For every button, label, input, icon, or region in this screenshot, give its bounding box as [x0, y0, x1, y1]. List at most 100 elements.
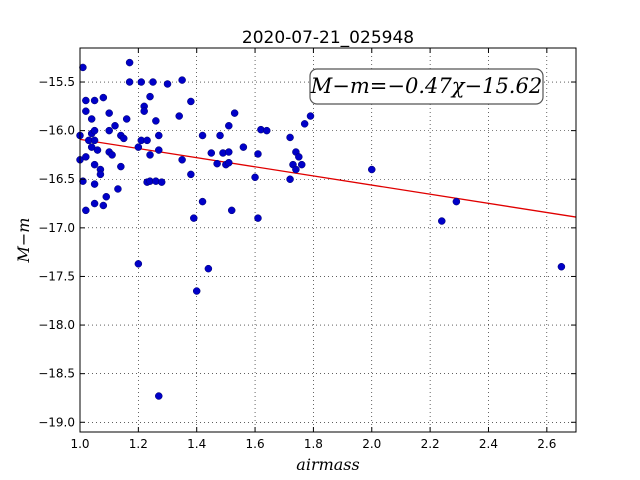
- data-point: [93, 146, 102, 154]
- data-point: [143, 136, 151, 145]
- y-tick-label: −16.0: [38, 124, 75, 138]
- fit-line: [79, 138, 577, 218]
- data-point: [96, 170, 105, 179]
- data-point: [82, 206, 90, 215]
- data-point: [207, 149, 216, 157]
- data-point: [111, 122, 119, 130]
- data-point: [251, 173, 259, 182]
- annotation-text: M−m=−0.47χ−15.62: [310, 74, 542, 98]
- data-point: [90, 126, 99, 135]
- data-point: [557, 262, 566, 271]
- data-point: [82, 153, 90, 161]
- data-point: [225, 122, 233, 130]
- data-point: [452, 197, 461, 206]
- chart-title: 2020-07-21_025948: [242, 28, 414, 48]
- data-point: [125, 58, 134, 67]
- data-point: [213, 159, 221, 168]
- data-point: [149, 78, 157, 86]
- data-point: [227, 206, 236, 215]
- x-tick-label: 2.6: [537, 437, 556, 451]
- x-tick-label: 1.4: [187, 437, 206, 451]
- data-point: [187, 170, 195, 179]
- data-point: [90, 96, 99, 105]
- data-point: [295, 153, 303, 161]
- data-point: [90, 160, 99, 169]
- data-point: [155, 392, 163, 400]
- data-point: [105, 109, 113, 117]
- data-point: [146, 151, 154, 159]
- data-point: [105, 126, 113, 135]
- x-tick-label: 1.2: [129, 437, 148, 451]
- data-point: [297, 160, 306, 169]
- data-point: [292, 165, 300, 174]
- x-tick-label: 2.2: [421, 437, 440, 451]
- data-point: [125, 78, 134, 86]
- data-point: [254, 150, 262, 158]
- data-point: [198, 197, 207, 206]
- data-point: [114, 185, 122, 193]
- data-point: [120, 134, 128, 143]
- data-point: [122, 115, 131, 123]
- data-point: [99, 93, 108, 102]
- data-point: [225, 158, 233, 167]
- data-point: [90, 180, 99, 188]
- data-point: [187, 97, 195, 106]
- y-tick-label: −18.0: [38, 318, 75, 332]
- data-point: [300, 120, 309, 128]
- y-tick-label: −19.0: [38, 415, 75, 429]
- x-tick-label: 1.6: [246, 437, 265, 451]
- x-tick-label: 1.0: [70, 437, 89, 451]
- data-point: [254, 214, 262, 222]
- data-point: [239, 143, 248, 151]
- data-point: [90, 199, 99, 208]
- data-point: [146, 92, 154, 101]
- data-point: [286, 133, 294, 142]
- x-axis-label: airmass: [296, 455, 359, 474]
- data-point: [438, 217, 446, 225]
- data-point: [155, 131, 163, 140]
- y-tick-label: −17.5: [38, 269, 75, 283]
- y-tick-label: −17.0: [38, 221, 75, 235]
- data-point: [155, 146, 163, 154]
- y-tick-label: −15.5: [38, 75, 75, 89]
- x-tick-label: 2.4: [479, 437, 498, 451]
- data-point: [90, 136, 99, 145]
- plot-area: 1.0 1.2 1.4 1.6 1.8 2.0 2.2 2.4 2.6 −15.5 −16.0 −16…: [38, 47, 577, 451]
- data-point: [216, 131, 224, 140]
- data-point: [152, 117, 160, 125]
- data-point: [108, 151, 116, 159]
- data-point: [82, 107, 90, 115]
- annotation-box: [309, 68, 544, 105]
- data-point: [178, 156, 186, 164]
- data-point: [230, 109, 239, 117]
- data-point: [157, 178, 166, 186]
- data-point: [79, 63, 87, 72]
- data-point: [82, 96, 90, 105]
- data-point: [192, 287, 201, 295]
- data-point: [99, 201, 108, 210]
- data-point: [102, 192, 111, 201]
- data-point: [225, 148, 233, 156]
- data-point: [163, 80, 172, 88]
- y-tick-label: −18.5: [38, 367, 75, 381]
- data-point: [190, 214, 198, 222]
- plot-frame: [79, 47, 577, 433]
- y-axis-label: M−m: [14, 218, 33, 264]
- data-point: [306, 112, 315, 120]
- data-point: [368, 165, 376, 174]
- x-tick-label: 1.8: [304, 437, 323, 451]
- data-point: [137, 78, 146, 86]
- data-point: [117, 162, 125, 171]
- data-point: [134, 143, 143, 151]
- data-point: [175, 112, 183, 120]
- data-point: [204, 264, 213, 273]
- data-point: [178, 76, 186, 84]
- data-point: [87, 115, 96, 123]
- data-point: [134, 260, 143, 268]
- data-point: [198, 131, 207, 140]
- y-tick-label: −16.5: [38, 172, 75, 186]
- x-tick-label: 2.0: [362, 437, 381, 451]
- data-point: [262, 126, 271, 135]
- data-point: [286, 175, 294, 183]
